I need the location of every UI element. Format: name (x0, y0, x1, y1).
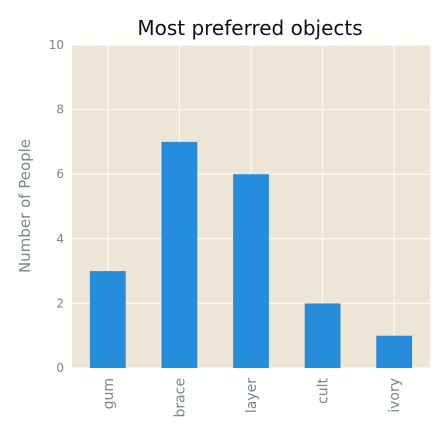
x-axis-ticks: gum brace layer cult ivory (101, 377, 403, 417)
y-axis-label: Number of People (16, 139, 34, 273)
bar-brace (161, 141, 198, 368)
bar-layer (233, 174, 269, 368)
y-axis-ticks: 0 2 4 6 8 10 (49, 38, 64, 375)
bar-ivory (376, 335, 413, 368)
y-tick-label: 2 (56, 296, 64, 310)
chart-title: Most preferred objects (137, 16, 362, 40)
x-tick-label: cult (316, 377, 332, 403)
x-tick-label: ivory (387, 378, 403, 413)
y-tick-label: 0 (56, 361, 64, 375)
x-tick-label: layer (244, 378, 260, 413)
bar-cult (304, 303, 341, 368)
x-tick-label: gum (101, 378, 117, 409)
x-tick-label: brace (172, 378, 188, 418)
y-tick-label: 4 (56, 232, 64, 246)
y-tick-label: 10 (49, 38, 64, 52)
y-tick-label: 6 (56, 167, 64, 181)
bar-gum (89, 271, 126, 368)
y-tick-label: 8 (56, 103, 64, 117)
bars (89, 141, 413, 368)
